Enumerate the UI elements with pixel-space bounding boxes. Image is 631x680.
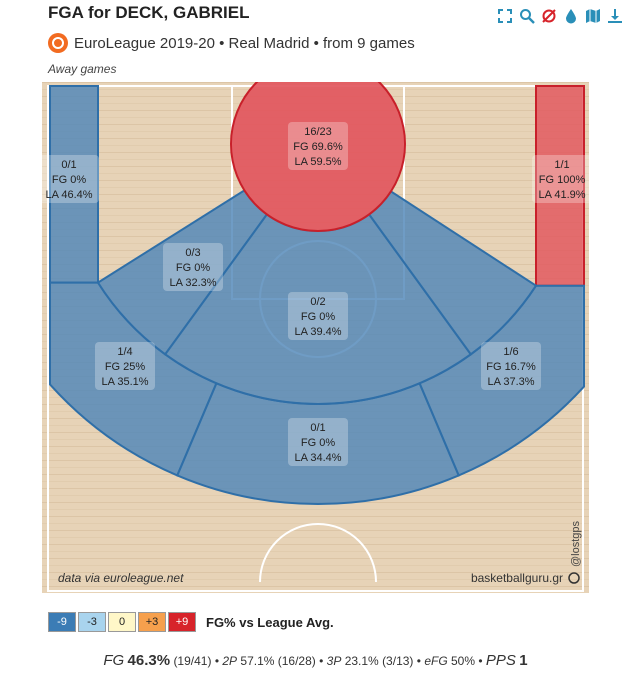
zone-restricted[interactable] xyxy=(230,82,406,232)
p3-value: 23.1% (3/13) xyxy=(344,654,414,668)
sep-1: • xyxy=(214,654,220,668)
zone-label-bg xyxy=(288,418,348,466)
zone-attempts: 1/1 xyxy=(554,159,569,171)
zone-label-corner-left: 0/1 FG 0% LA 46.4% xyxy=(42,155,99,203)
zone-la: LA 32.3% xyxy=(169,277,216,289)
zone-label-bg xyxy=(42,155,99,203)
pps-label: PPS xyxy=(485,652,516,669)
zone-attempts: 0/1 xyxy=(61,159,76,171)
efg-label: eFG xyxy=(424,654,448,668)
drop-icon[interactable] xyxy=(563,8,579,24)
zone-fg: FG 0% xyxy=(301,311,335,323)
subtitle: EuroLeague 2019-20 • Real Madrid • from … xyxy=(48,33,415,53)
credit-right: basketballguru.gr xyxy=(471,571,563,585)
zone-label-bg xyxy=(532,155,589,203)
zones-layer xyxy=(49,82,585,505)
map-icon[interactable] xyxy=(585,8,601,24)
zone-la: LA 46.4% xyxy=(45,189,92,201)
zone-la: LA 59.5% xyxy=(294,156,341,168)
zone-label-three-left: 1/4 FG 25% LA 35.1% xyxy=(95,342,155,390)
zone-fg: FG 100% xyxy=(539,174,586,186)
fg-count: (19/41) xyxy=(173,654,212,668)
zone-fg: FG 0% xyxy=(176,262,210,274)
expand-icon[interactable] xyxy=(497,8,513,24)
legend-swatch-3: +3 xyxy=(138,612,166,632)
zone-la: LA 39.4% xyxy=(294,326,341,338)
shot-chart: 16/23 FG 69.6% LA 59.5% 0/1 FG 0% LA 46.4% 1/1… xyxy=(42,82,589,593)
zone-attempts: 1/6 xyxy=(503,346,518,358)
zone-la: LA 37.3% xyxy=(487,376,534,388)
zone-attempts: 0/2 xyxy=(310,296,325,308)
toolbar xyxy=(497,8,623,24)
euroleague-logo xyxy=(48,33,68,53)
zone-la: LA 35.1% xyxy=(101,376,148,388)
zone-label-bg xyxy=(163,243,223,291)
zone-attempts: 16/23 xyxy=(304,126,332,138)
p3-label: 3P xyxy=(326,654,342,668)
zone-fg: FG 0% xyxy=(52,174,86,186)
zone-label-bg xyxy=(288,122,348,170)
sep-3: • xyxy=(416,654,421,668)
zone-attempts: 0/1 xyxy=(310,422,325,434)
zone-attempts: 1/4 xyxy=(117,346,132,358)
legend-caption: FG% vs League Avg. xyxy=(206,614,334,630)
legend-swatch-2: 0 xyxy=(108,612,136,632)
legend-swatch-0: -9 xyxy=(48,612,76,632)
stats-summary: FG 46.3% (19/41) • 2P 57.1% (16/28) • 3P… xyxy=(0,652,631,669)
zone-label-three-right: 1/6 FG 16.7% LA 37.3% xyxy=(481,342,541,390)
no-filter-icon[interactable] xyxy=(541,8,557,24)
p2-label: 2P xyxy=(222,654,238,668)
zone-label-three-center: 0/1 FG 0% LA 34.4% xyxy=(288,418,348,466)
fg-label: FG xyxy=(103,652,125,669)
zone-label-bg xyxy=(95,342,155,390)
zone-label-bg xyxy=(481,342,541,390)
page-title: FGA for DECK, GABRIEL xyxy=(48,3,250,22)
legend-swatch-4: +9 xyxy=(168,612,196,632)
zone-label-corner-right: 1/1 FG 100% LA 41.9% xyxy=(532,155,589,203)
zone-fg: FG 0% xyxy=(301,437,335,449)
zone-la: LA 34.4% xyxy=(294,452,341,464)
credit-left: data via euroleague.net xyxy=(58,571,184,585)
zone-label-mid-left: 0/3 FG 0% LA 32.3% xyxy=(163,243,223,291)
search-icon[interactable] xyxy=(519,8,535,24)
legend: -9 -3 0 +3 +9 FG% vs League Avg. xyxy=(48,612,334,632)
zone-label-restricted: 16/23 FG 69.6% LA 59.5% xyxy=(288,122,348,170)
zone-fg: FG 25% xyxy=(105,361,146,373)
pps-value: 1 xyxy=(519,652,528,669)
subtitle-text: EuroLeague 2019-20 • Real Madrid • from … xyxy=(74,34,415,52)
watermark: @lostgps xyxy=(570,520,582,567)
zone-fg: FG 69.6% xyxy=(293,141,343,153)
sep-2: • xyxy=(319,654,324,668)
legend-swatches: -9 -3 0 +3 +9 xyxy=(48,612,198,632)
basketball-icon xyxy=(568,572,580,584)
legend-swatch-1: -3 xyxy=(78,612,106,632)
zone-label-bg xyxy=(288,292,348,340)
fg-value: 46.3% xyxy=(127,652,171,669)
p2-value: 57.1% (16/28) xyxy=(240,654,316,668)
filter-label: Away games xyxy=(48,62,117,76)
zone-labels-layer: 16/23 FG 69.6% LA 59.5% 0/1 FG 0% LA 46.4% 1/1… xyxy=(42,122,589,466)
zone-label-mid-center: 0/2 FG 0% LA 39.4% xyxy=(288,292,348,340)
download-icon[interactable] xyxy=(607,8,623,24)
sep-4: • xyxy=(478,654,483,668)
efg-value: 50% xyxy=(451,654,476,668)
zone-fg: FG 16.7% xyxy=(486,361,536,373)
zone-attempts: 0/3 xyxy=(185,247,200,259)
zone-la: LA 41.9% xyxy=(538,189,585,201)
